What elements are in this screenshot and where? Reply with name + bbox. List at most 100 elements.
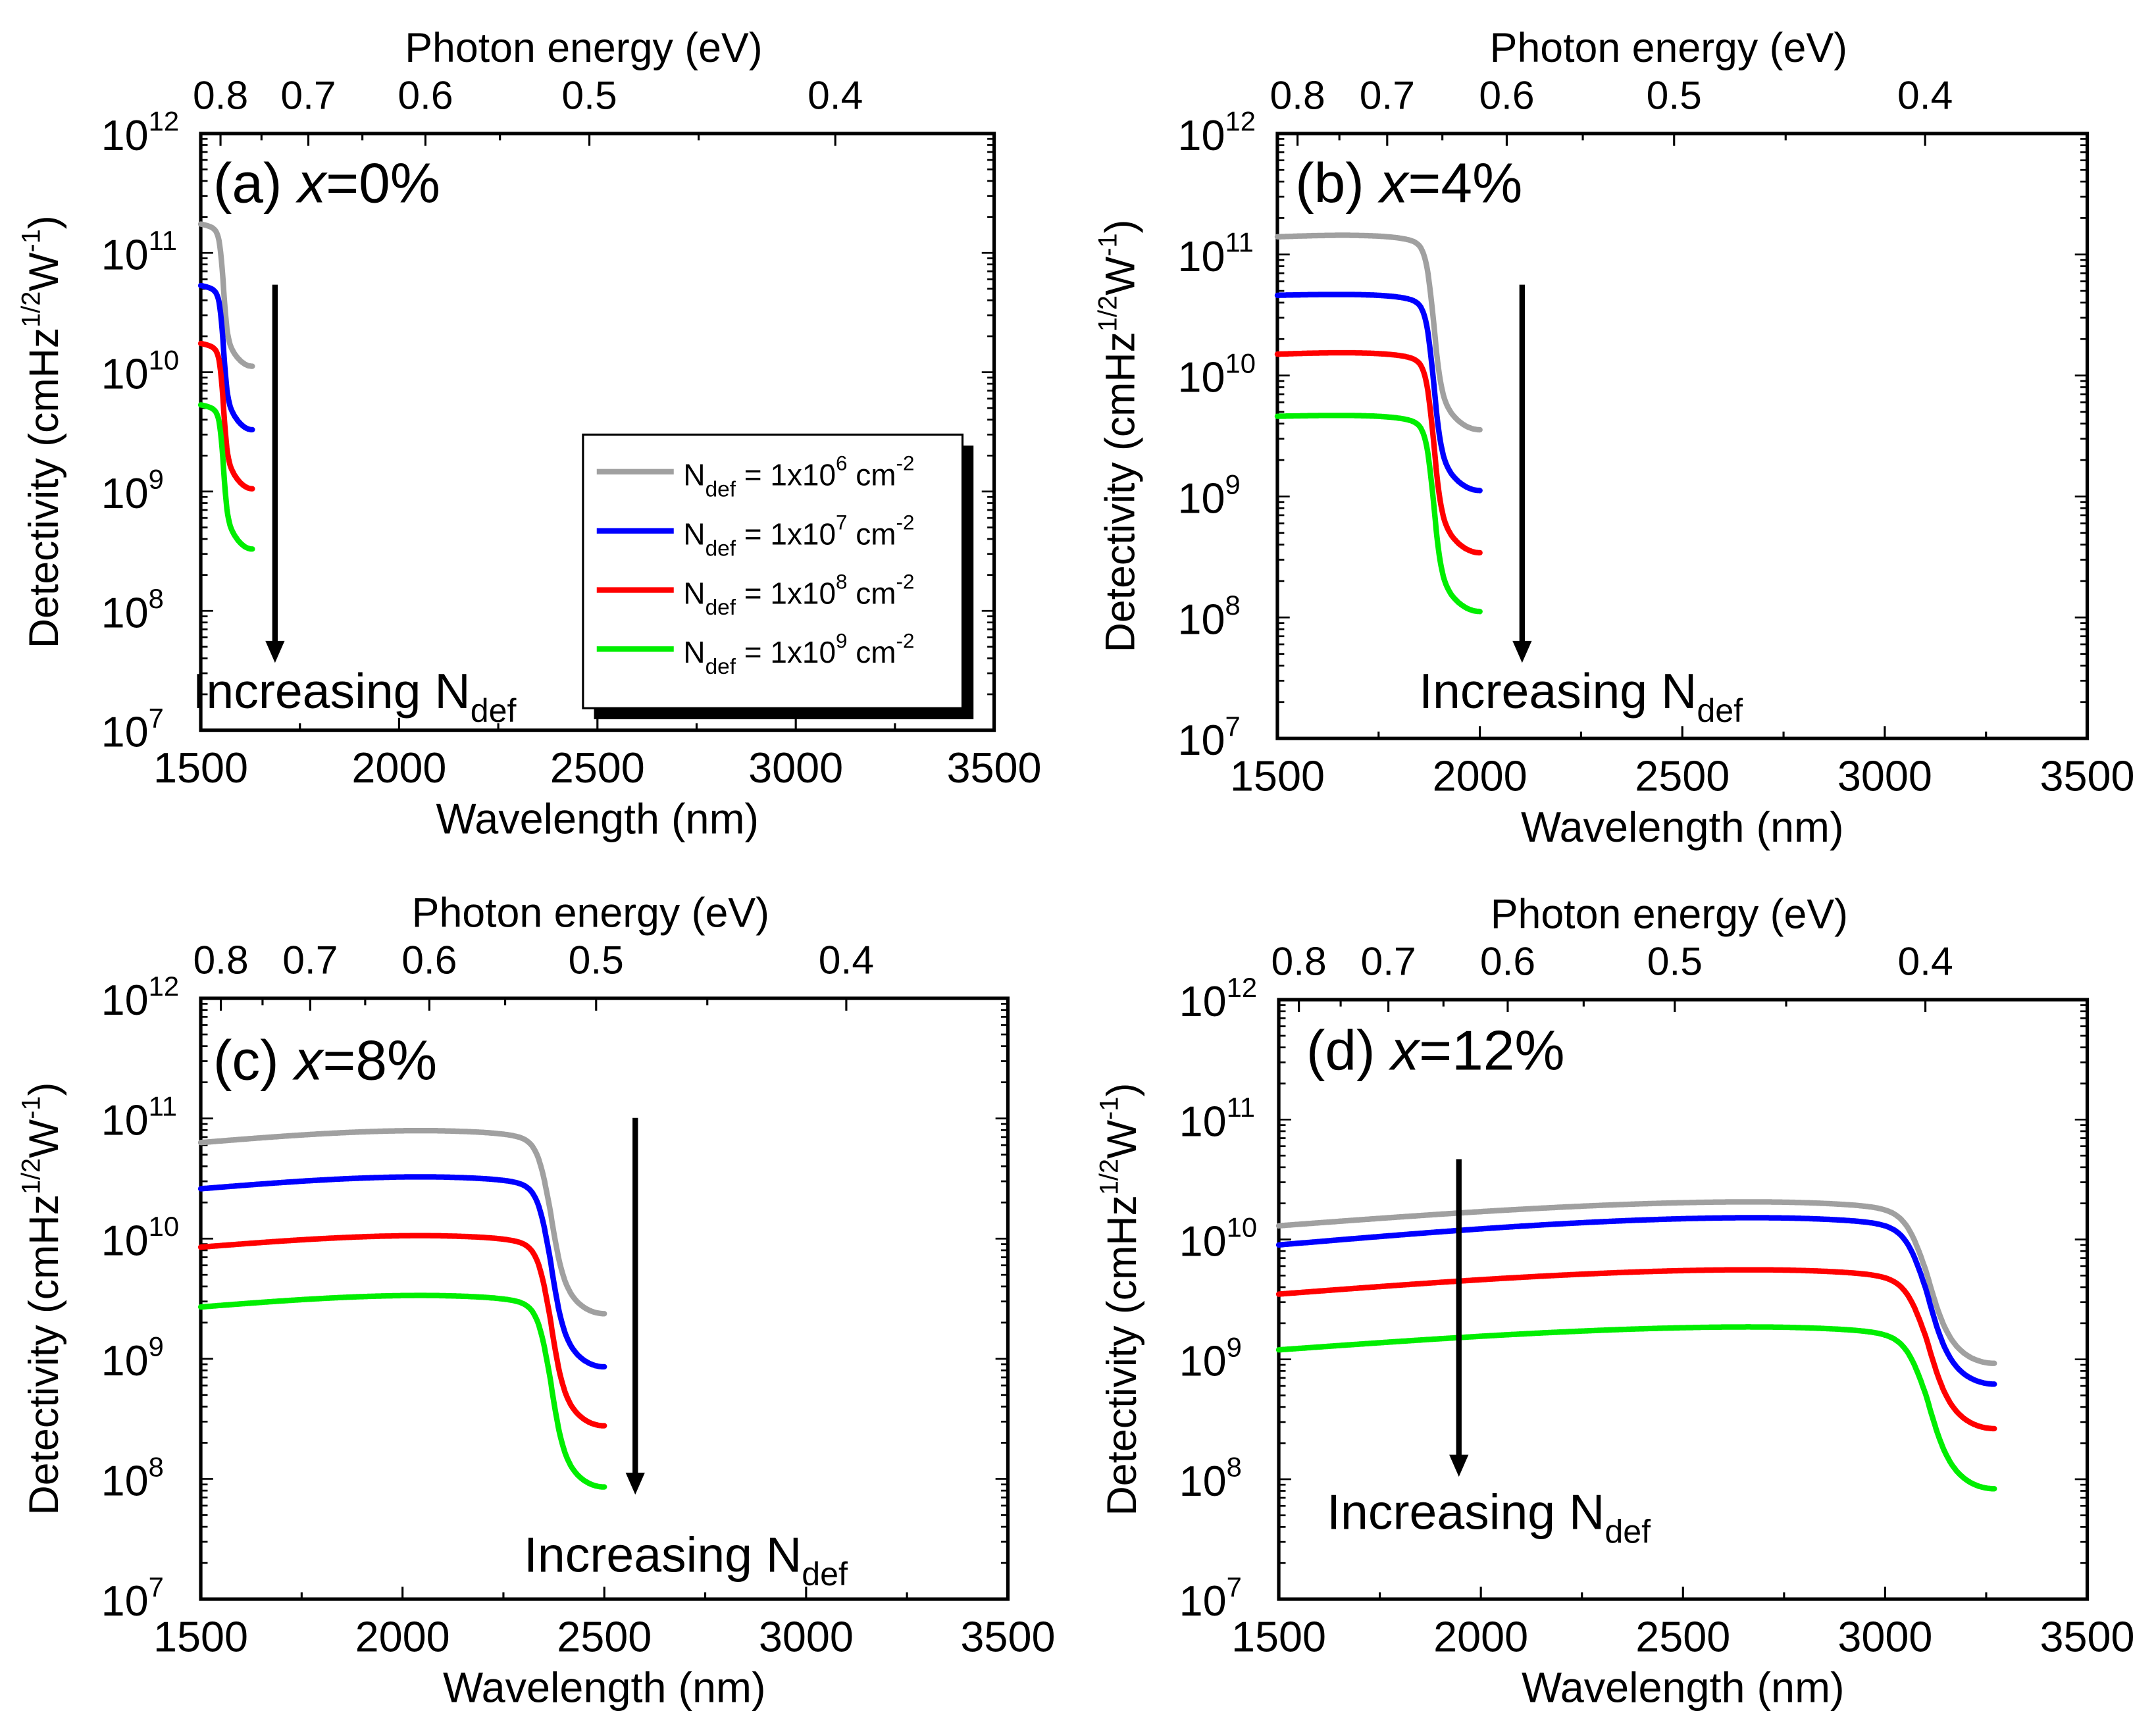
annotation-sub: def xyxy=(1604,1513,1651,1550)
x-tick-label: 2000 xyxy=(351,744,446,792)
legend-label: Ndef = 1x107 cm-2 xyxy=(683,511,914,561)
legend-mid: = 1x10 xyxy=(736,458,836,492)
annotation-sub: def xyxy=(1697,692,1743,729)
x-tick-label: 3000 xyxy=(748,744,843,792)
chart-panel-a: 1500 2000 2500 3000 3500 0.8 0.7 0.6 0.5 0.4 Photo… xyxy=(17,25,1042,842)
y-title-exp: 1/2 xyxy=(17,1158,46,1194)
y-title-text: ) xyxy=(21,1083,67,1096)
y-tick-base: 10 xyxy=(101,1337,149,1385)
y-tick-label: 10 xyxy=(1179,1457,1227,1505)
y-tick-base: 10 xyxy=(1178,232,1225,280)
top-tick-label: 0.6 xyxy=(398,72,453,117)
top-tick-label: 0.6 xyxy=(1480,939,1535,984)
y-tick-base: 10 xyxy=(1179,1577,1227,1625)
y-tick-label: 10 xyxy=(1179,1337,1227,1385)
arrow-down-icon xyxy=(265,640,285,663)
legend-sub: def xyxy=(706,655,736,679)
legend-mid: = 1x10 xyxy=(736,517,836,551)
y-tick-exponent: 8 xyxy=(1227,1452,1242,1483)
y-tick-base: 10 xyxy=(101,1216,149,1264)
series-line-8 xyxy=(1274,349,1483,556)
y-tick-base: 10 xyxy=(101,588,149,636)
series-line-7 xyxy=(1274,292,1483,494)
series-line-6 xyxy=(1274,232,1483,433)
annotation-text: Increasing N xyxy=(193,663,471,719)
panel-label: (a) x=0% xyxy=(213,151,440,215)
y-tick-label: 10 xyxy=(1178,353,1225,401)
top-tick-label: 0.6 xyxy=(401,937,457,982)
legend-sub: def xyxy=(706,596,736,620)
y-tick-label: 10 xyxy=(101,469,149,517)
y-tick-label: 10 xyxy=(1178,474,1225,523)
y-tick-label: 10 xyxy=(101,1096,149,1144)
y-tick-exponent: 12 xyxy=(1227,972,1257,1003)
arrow-down-icon xyxy=(1512,640,1532,663)
legend-mid: = 1x10 xyxy=(736,635,836,669)
plot-frame xyxy=(1275,132,2090,740)
y-title-text: W xyxy=(1099,1120,1145,1159)
legend-sub: def xyxy=(706,477,736,501)
series-line-8 xyxy=(197,340,255,492)
y-tick-base: 10 xyxy=(1179,1097,1227,1145)
y-tick-exponent: 12 xyxy=(149,971,179,1002)
y-tick-label: 10 xyxy=(1179,977,1227,1025)
x-axis-title: Wavelength (nm) xyxy=(1521,803,1844,851)
y-title-text: Detectivity (cmHz xyxy=(1098,332,1144,652)
series-line-6 xyxy=(197,221,255,369)
x-tick-label: 2000 xyxy=(1433,752,1527,800)
top-axis-title: Photon energy (eV) xyxy=(412,890,769,936)
composition-variable: x xyxy=(1388,1019,1421,1083)
y-title-exp: -1 xyxy=(17,1096,46,1119)
y-axis-title: Detectivity (cmHz1/2W-1) xyxy=(17,1083,67,1516)
annotation-text: Increasing N xyxy=(524,1527,802,1582)
y-tick-label: 10 xyxy=(1179,1097,1227,1145)
y-tick-base: 10 xyxy=(101,1577,149,1625)
x-tick-label: 1500 xyxy=(153,744,248,792)
legend-unit: cm xyxy=(847,635,896,669)
y-tick-base: 10 xyxy=(101,1096,149,1144)
annotation-increasing-ndef: Increasing Ndef xyxy=(193,663,517,729)
chart-panel-c: 1500 2000 2500 3000 3500 0.8 0.7 0.6 0.5 0.4 Photo… xyxy=(17,890,1056,1711)
y-tick-exponent: 12 xyxy=(1225,106,1256,137)
y-tick-label: 10 xyxy=(101,111,149,159)
top-tick-label: 0.8 xyxy=(1270,72,1325,117)
annotation-sub: def xyxy=(802,1556,848,1593)
top-axis-title: Photon energy (eV) xyxy=(1490,25,1847,71)
y-tick-base: 10 xyxy=(101,708,149,756)
y-tick-label: 10 xyxy=(1178,111,1225,159)
legend-base: N xyxy=(683,458,705,492)
arrow-down-icon xyxy=(625,1472,645,1495)
y-tick-exponent: 11 xyxy=(1227,1092,1255,1123)
y-title-text: ) xyxy=(21,215,67,229)
y-title-text: ) xyxy=(1098,220,1144,234)
y-tick-exponent: 7 xyxy=(1227,1571,1242,1602)
top-tick-label: 0.4 xyxy=(808,72,863,117)
x-tick-label: 3000 xyxy=(759,1612,854,1660)
y-tick-base: 10 xyxy=(1178,595,1225,643)
series-line-7 xyxy=(197,282,255,433)
y-title-text: W xyxy=(21,1119,67,1158)
y-title-text: Detectivity (cmHz xyxy=(21,1194,67,1515)
y-tick-exponent: 11 xyxy=(149,225,177,256)
panel-label: (d) x=12% xyxy=(1306,1019,1565,1083)
y-title-text: W xyxy=(1098,257,1144,295)
y-title-exp: -1 xyxy=(1095,1097,1124,1120)
composition-value: =8% xyxy=(322,1029,437,1092)
top-tick-label: 0.4 xyxy=(1897,72,1953,117)
y-tick-base: 10 xyxy=(1178,353,1225,401)
y-tick-label: 10 xyxy=(1179,1217,1227,1265)
x-tick-label: 2000 xyxy=(355,1612,450,1660)
top-tick-label: 0.5 xyxy=(1647,939,1703,984)
y-title-exp: -1 xyxy=(17,229,46,252)
y-title-exp: 1/2 xyxy=(17,292,46,328)
annotation-increasing-ndef: Increasing Ndef xyxy=(1419,663,1743,729)
y-title-text: Detectivity (cmHz xyxy=(21,328,67,648)
y-tick-base: 10 xyxy=(1179,1337,1227,1385)
panel-letter: (b) xyxy=(1295,151,1379,215)
top-tick-label: 0.7 xyxy=(280,72,336,117)
annotation-increasing-ndef: Increasing Ndef xyxy=(1327,1484,1651,1550)
y-tick-exponent: 11 xyxy=(149,1090,177,1121)
y-title-text: ) xyxy=(1099,1083,1145,1097)
